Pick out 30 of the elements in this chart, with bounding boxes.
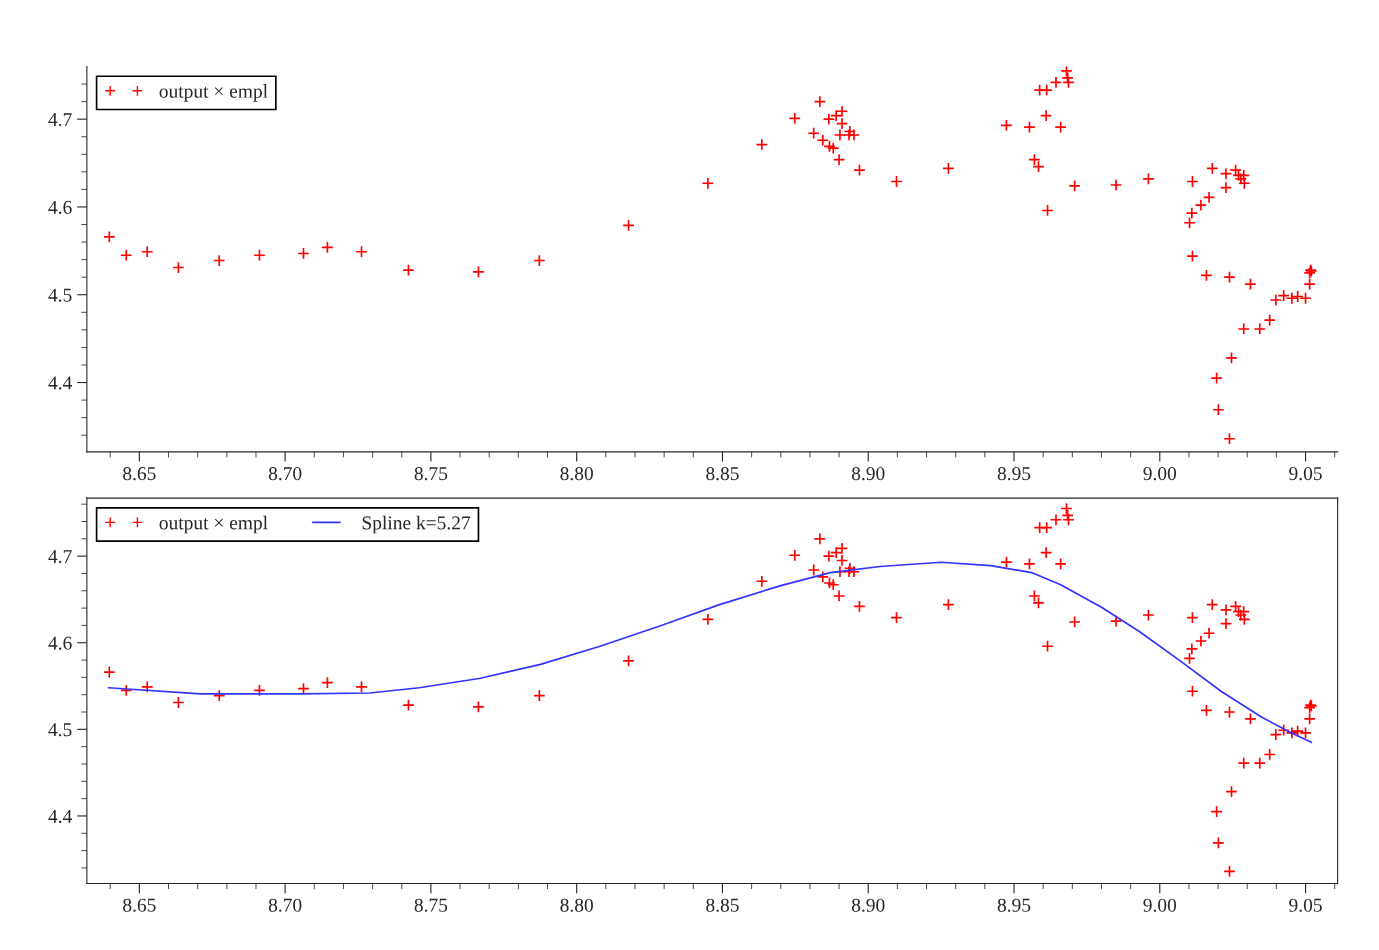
x-tick-label: 8.70 — [268, 467, 302, 481]
x-tick-label: 8.85 — [706, 898, 739, 912]
x-tick-label: 8.95 — [997, 467, 1031, 481]
x-tick-label: 8.95 — [997, 898, 1031, 912]
y-tick-label: 4.7 — [48, 113, 72, 127]
legend-label: output × empl — [159, 84, 268, 102]
x-tick-label: 8.65 — [123, 467, 156, 481]
x-tick-label: 8.70 — [268, 898, 302, 912]
y-tick-label: 4.6 — [48, 636, 72, 650]
line-series — [107, 561, 1313, 744]
x-tick-label: 8.80 — [560, 898, 593, 912]
y-tick-label: 4.7 — [48, 550, 72, 564]
x-tick-label: 8.80 — [560, 467, 593, 481]
y-tick-label: 4.6 — [48, 200, 72, 214]
x-tick-label: 9.05 — [1289, 898, 1322, 912]
x-tick-label: 8.90 — [851, 898, 885, 912]
x-tick-label: 8.90 — [851, 467, 885, 481]
x-tick-label: 8.75 — [414, 898, 448, 912]
x-tick-label: 8.75 — [414, 467, 448, 481]
legend-label: output × empl — [159, 515, 268, 534]
x-tick-label: 8.65 — [123, 898, 156, 912]
y-tick-label: 4.4 — [48, 376, 72, 390]
y-tick-label: 4.5 — [48, 723, 72, 737]
x-tick-label: 9.00 — [1143, 467, 1177, 481]
x-tick-label: 9.05 — [1289, 467, 1322, 481]
x-tick-label: 9.00 — [1143, 898, 1177, 912]
y-tick-label: 4.5 — [48, 288, 72, 302]
y-tick-label: 4.4 — [48, 809, 72, 823]
legend-label: Spline k=5.27 — [362, 515, 471, 534]
x-tick-label: 8.85 — [706, 467, 739, 481]
